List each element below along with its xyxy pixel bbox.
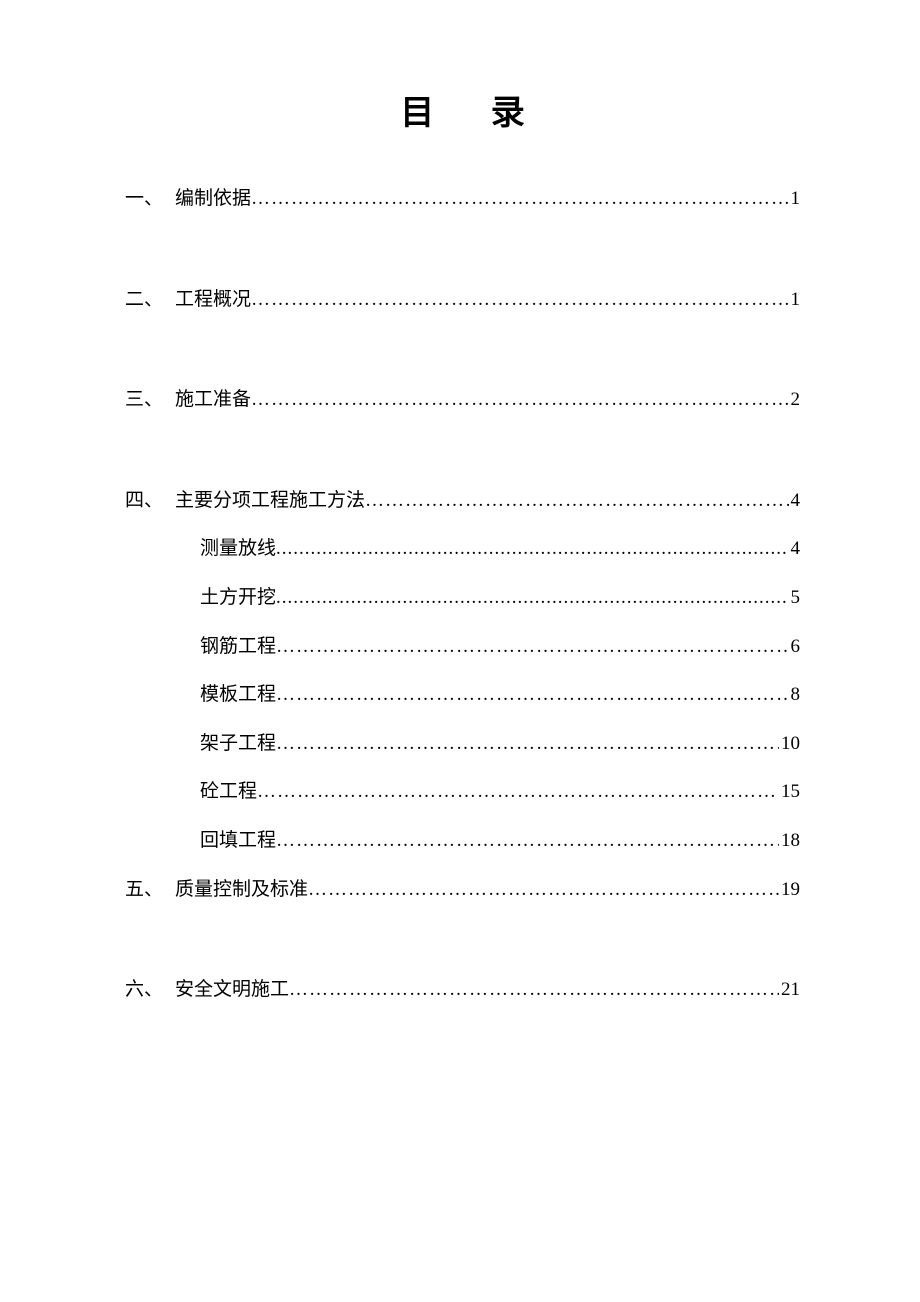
toc-leader: …………………………………………………………………………………………………………… [308, 877, 779, 904]
toc-page: 21 [779, 977, 800, 1004]
toc-page: 5 [789, 585, 801, 612]
toc-label: 施工准备 [175, 387, 251, 414]
toc-leader: …………………………………………………………………………………………………………… [276, 828, 779, 855]
toc-label: 主要分项工程施工方法 [175, 488, 365, 515]
toc-entry-6: 六、 安全文明施工 ………………………………………………………………………………… [125, 977, 800, 1004]
toc-leader: …………………………………………………………………………………………………………… [276, 682, 788, 709]
toc-leader: …………………………………………………………………………………………………………… [257, 779, 779, 806]
toc-page: 19 [779, 877, 800, 904]
toc-subentry-7: 回填工程 ……………………………………………………………………………………………… [125, 828, 800, 855]
toc-entry-3: 三、 施工准备 ……………………………………………………………………………………… [125, 387, 800, 414]
toc-page: 1 [789, 186, 801, 213]
toc-num: 三、 [125, 387, 175, 414]
toc-page: 4 [789, 536, 801, 563]
toc-page: 18 [779, 828, 800, 855]
toc-label: 钢筋工程 [200, 634, 276, 661]
toc-label: 质量控制及标准 [175, 877, 308, 904]
toc-leader: …………………………………………………………………………………………………………… [289, 977, 779, 1004]
toc-num: 六、 [125, 977, 175, 1004]
toc-leader: …………………………………………………………………………………………………………… [251, 387, 788, 414]
toc-page: 1 [789, 287, 801, 314]
toc-page: 15 [779, 779, 800, 806]
toc-entry-2: 二、 工程概况 ……………………………………………………………………………………… [125, 287, 800, 314]
toc-label: 编制依据 [175, 186, 251, 213]
toc-entry-5: 五、 质量控制及标准 ……………………………………………………………………………… [125, 877, 800, 904]
toc-subentry-2: 土方开挖 ...................................… [125, 585, 800, 612]
toc-page: 2 [789, 387, 801, 414]
toc-leader: …………………………………………………………………………………………………………… [365, 488, 788, 515]
toc-label: 工程概况 [175, 287, 251, 314]
toc-label: 安全文明施工 [175, 977, 289, 1004]
toc-subentry-3: 钢筋工程 ……………………………………………………………………………………………… [125, 634, 800, 661]
toc-leader: ........................................… [276, 585, 788, 612]
toc-entry-4: 四、 主要分项工程施工方法 ……………………………………………………………………… [125, 488, 800, 515]
toc-label: 模板工程 [200, 682, 276, 709]
toc-leader: ........................................… [276, 536, 788, 563]
toc-label: 回填工程 [200, 828, 276, 855]
page-title: 目 录 [125, 85, 800, 134]
toc-label: 砼工程 [200, 779, 257, 806]
toc-subentry-6: 砼工程 ………………………………………………………………………………………………… [125, 779, 800, 806]
toc-leader: …………………………………………………………………………………………………………… [251, 287, 788, 314]
toc-page: 10 [779, 731, 800, 758]
toc-subentry-1: 测量放线 ...................................… [125, 536, 800, 563]
toc-leader: …………………………………………………………………………………………………………… [276, 731, 779, 758]
toc-entry-1: 一、 编制依据 ……………………………………………………………………………………… [125, 186, 800, 213]
toc-num: 四、 [125, 488, 175, 515]
toc-label: 架子工程 [200, 731, 276, 758]
toc-label: 土方开挖 [200, 585, 276, 612]
toc-subentry-5: 架子工程 ……………………………………………………………………………………………… [125, 731, 800, 758]
toc-leader: …………………………………………………………………………………………………………… [276, 634, 788, 661]
toc-num: 二、 [125, 287, 175, 314]
toc-page: 4 [789, 488, 801, 515]
toc-page: 8 [789, 682, 801, 709]
toc-label: 测量放线 [200, 536, 276, 563]
toc-num: 五、 [125, 877, 175, 904]
toc-num: 一、 [125, 186, 175, 213]
toc-subentry-4: 模板工程 ……………………………………………………………………………………………… [125, 682, 800, 709]
toc-page: 6 [789, 634, 801, 661]
toc-leader: …………………………………………………………………………………………………………… [251, 186, 788, 213]
